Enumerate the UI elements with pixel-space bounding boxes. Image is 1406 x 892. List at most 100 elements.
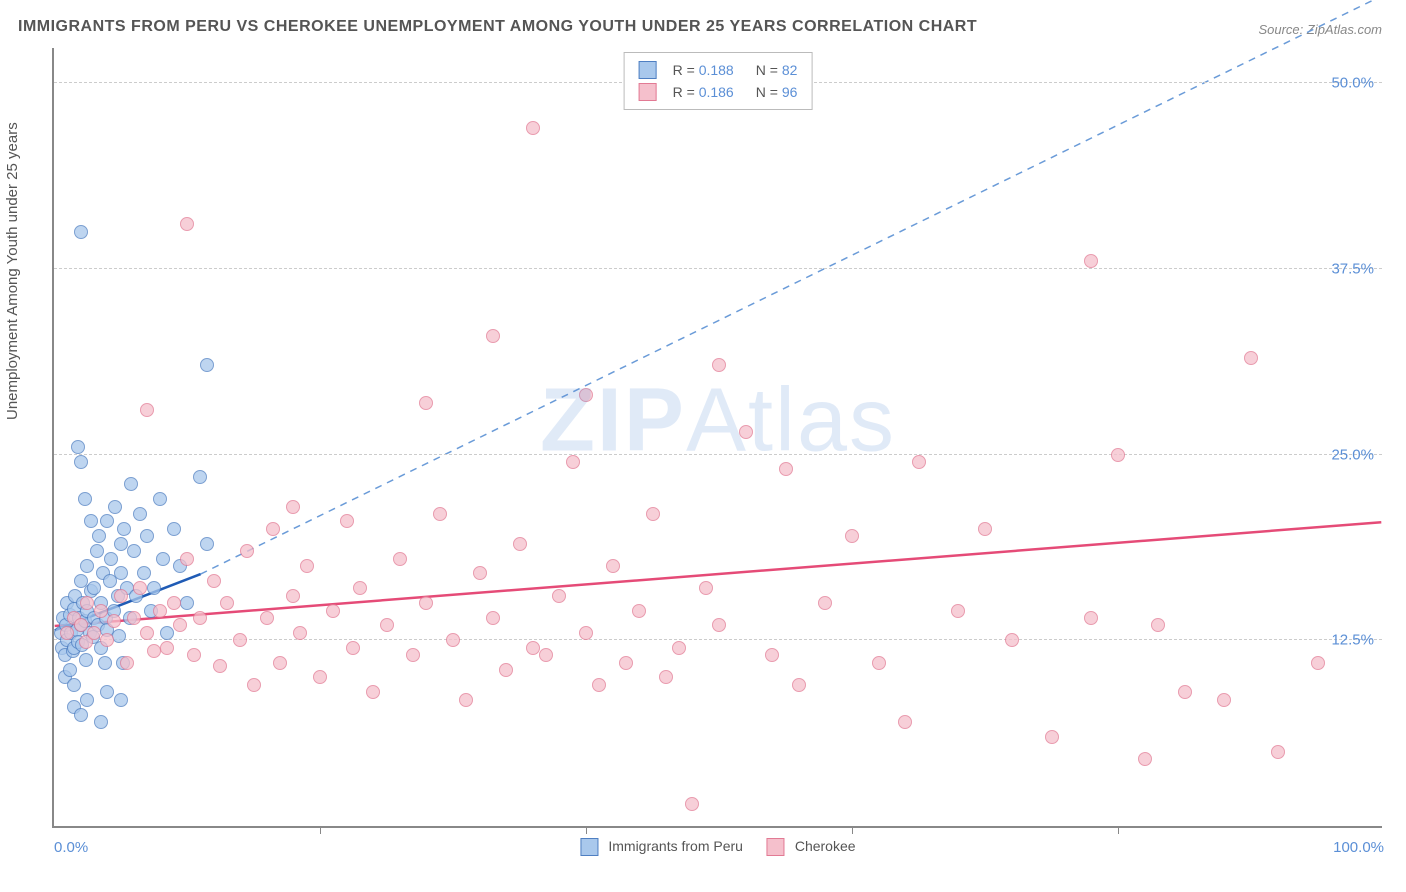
point-cherokee (606, 559, 620, 573)
point-peru (112, 629, 126, 643)
x-label-right: 100.0% (1333, 839, 1384, 856)
point-cherokee (1244, 351, 1258, 365)
point-cherokee (792, 678, 806, 692)
point-peru (147, 581, 161, 595)
x-tick (586, 826, 587, 834)
point-cherokee (266, 522, 280, 536)
point-cherokee (220, 596, 234, 610)
point-cherokee (233, 633, 247, 647)
legend-row-peru: R = 0.188 N = 82 (639, 59, 798, 81)
point-peru (71, 440, 85, 454)
point-cherokee (147, 644, 161, 658)
point-cherokee (672, 641, 686, 655)
point-peru (193, 470, 207, 484)
point-cherokee (419, 596, 433, 610)
point-cherokee (459, 693, 473, 707)
point-cherokee (1084, 611, 1098, 625)
point-cherokee (419, 396, 433, 410)
point-cherokee (340, 514, 354, 528)
point-cherokee (579, 626, 593, 640)
point-cherokee (87, 626, 101, 640)
legend-item-peru: Immigrants from Peru (580, 838, 742, 856)
point-cherokee (898, 715, 912, 729)
point-cherokee (140, 626, 154, 640)
point-cherokee (513, 537, 527, 551)
legend-item-cherokee: Cherokee (767, 838, 856, 856)
point-cherokee (80, 596, 94, 610)
point-peru (79, 653, 93, 667)
point-cherokee (1217, 693, 1231, 707)
point-cherokee (380, 618, 394, 632)
point-cherokee (473, 566, 487, 580)
point-cherokee (114, 589, 128, 603)
point-cherokee (393, 552, 407, 566)
point-cherokee (140, 403, 154, 417)
point-cherokee (173, 618, 187, 632)
point-cherokee (94, 604, 108, 618)
point-cherokee (300, 559, 314, 573)
point-cherokee (526, 121, 540, 135)
point-peru (74, 708, 88, 722)
point-peru (78, 492, 92, 506)
point-peru (156, 552, 170, 566)
point-cherokee (712, 358, 726, 372)
point-peru (180, 596, 194, 610)
point-peru (80, 693, 94, 707)
y-tick-label: 12.5% (1323, 632, 1374, 649)
point-cherokee (273, 656, 287, 670)
point-cherokee (978, 522, 992, 536)
trend-lines (54, 48, 1382, 826)
point-cherokee (326, 604, 340, 618)
point-cherokee (313, 670, 327, 684)
point-cherokee (579, 388, 593, 402)
point-peru (133, 507, 147, 521)
point-cherokee (739, 425, 753, 439)
point-cherokee (100, 633, 114, 647)
legend-swatch-peru (639, 61, 657, 79)
point-cherokee (286, 589, 300, 603)
point-cherokee (193, 611, 207, 625)
point-cherokee (346, 641, 360, 655)
point-cherokee (180, 217, 194, 231)
point-peru (114, 693, 128, 707)
gridline (54, 639, 1382, 640)
point-cherokee (167, 596, 181, 610)
point-cherokee (659, 670, 673, 684)
plot-area: ZIPAtlas R = 0.188 N = 82 R = 0.186 N = … (52, 48, 1382, 828)
point-peru (153, 492, 167, 506)
point-cherokee (912, 455, 926, 469)
point-peru (100, 514, 114, 528)
point-peru (74, 225, 88, 239)
point-cherokee (712, 618, 726, 632)
point-peru (94, 715, 108, 729)
point-peru (200, 537, 214, 551)
point-cherokee (160, 641, 174, 655)
point-peru (80, 559, 94, 573)
point-cherokee (1271, 745, 1285, 759)
point-cherokee (247, 678, 261, 692)
point-cherokee (120, 656, 134, 670)
y-tick-label: 50.0% (1323, 75, 1374, 92)
point-peru (90, 544, 104, 558)
chart-title: IMMIGRANTS FROM PERU VS CHEROKEE UNEMPLO… (18, 18, 977, 36)
legend-swatch-cherokee-icon (767, 838, 785, 856)
point-cherokee (293, 626, 307, 640)
x-tick (1118, 826, 1119, 834)
point-peru (114, 566, 128, 580)
point-cherokee (1178, 685, 1192, 699)
point-cherokee (74, 618, 88, 632)
series-legend: Immigrants from Peru Cherokee (580, 838, 855, 856)
point-cherokee (818, 596, 832, 610)
correlation-legend: R = 0.188 N = 82 R = 0.186 N = 96 (624, 52, 813, 110)
point-cherokee (60, 626, 74, 640)
point-peru (100, 685, 114, 699)
point-cherokee (260, 611, 274, 625)
point-cherokee (366, 685, 380, 699)
gridline (54, 454, 1382, 455)
point-cherokee (107, 614, 121, 628)
point-cherokee (286, 500, 300, 514)
point-peru (200, 358, 214, 372)
source-attribution: Source: ZipAtlas.com (1258, 22, 1382, 37)
point-peru (74, 455, 88, 469)
point-cherokee (486, 611, 500, 625)
